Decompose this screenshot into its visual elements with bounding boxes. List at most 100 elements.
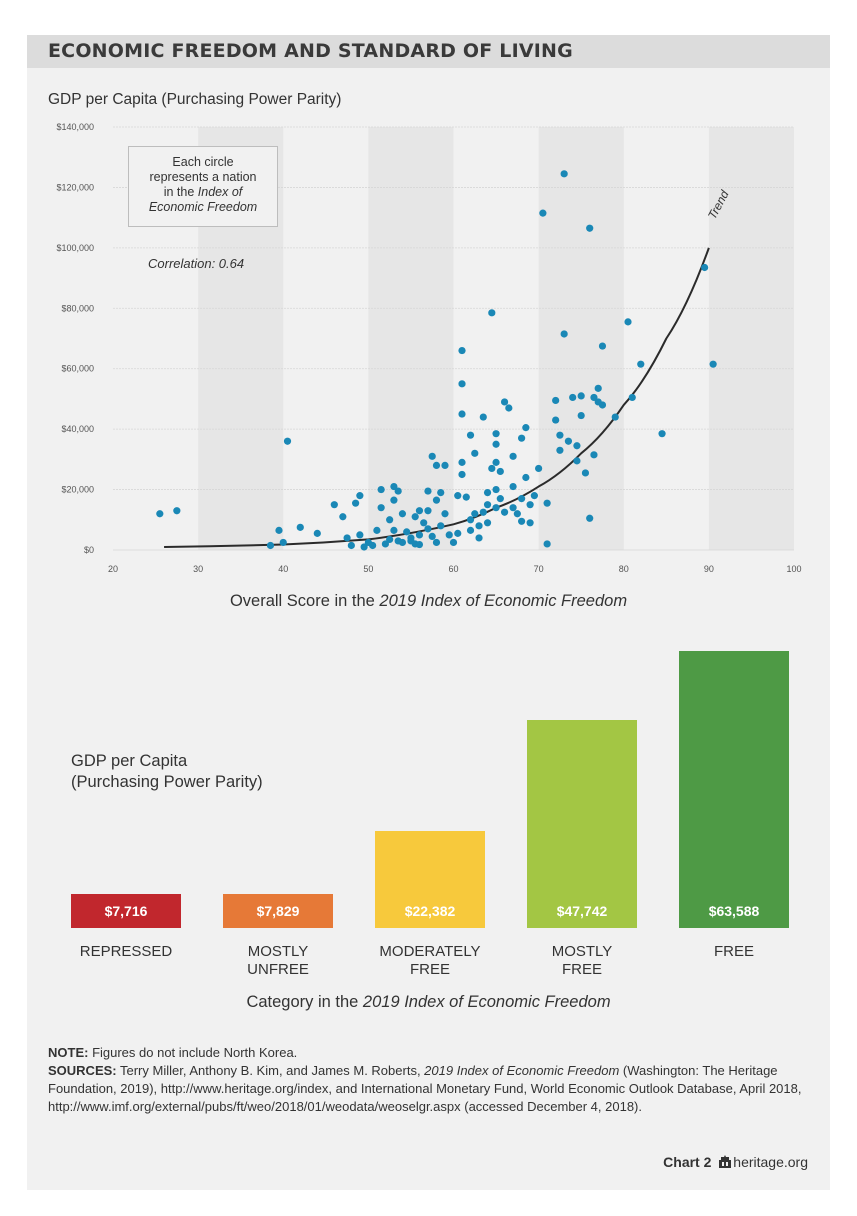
data-point bbox=[530, 492, 538, 500]
bar-value-label: $63,588 bbox=[708, 903, 760, 919]
sources-text-1: Terry Miller, Anthony B. Kim, and James … bbox=[116, 1063, 425, 1078]
bar-x-title-italic: 2019 Index of Economic Freedom bbox=[362, 993, 611, 1011]
data-point bbox=[424, 525, 432, 533]
bar-mostly-free: $47,742 bbox=[527, 720, 637, 928]
data-point bbox=[543, 540, 551, 548]
data-point bbox=[479, 413, 487, 421]
data-point bbox=[628, 393, 636, 402]
x-tick-label: 70 bbox=[534, 564, 544, 574]
data-point bbox=[590, 393, 598, 402]
data-point bbox=[437, 488, 445, 497]
category-label: MODERATELY FREE bbox=[379, 943, 481, 978]
data-point bbox=[339, 513, 347, 521]
data-point bbox=[432, 496, 441, 504]
data-point bbox=[543, 499, 551, 507]
x-tick-label: 50 bbox=[363, 564, 373, 574]
y-tick-label: $80,000 bbox=[61, 303, 94, 313]
data-point bbox=[475, 522, 483, 530]
data-point bbox=[611, 413, 619, 421]
y-tick-label: $60,000 bbox=[61, 364, 94, 374]
data-point bbox=[492, 504, 500, 512]
y-tick-label: $0 bbox=[84, 545, 94, 555]
data-point bbox=[505, 404, 513, 412]
data-point bbox=[458, 458, 466, 466]
data-point bbox=[173, 507, 181, 515]
data-point bbox=[518, 495, 526, 503]
data-point bbox=[488, 464, 496, 473]
data-point bbox=[428, 452, 436, 460]
data-point bbox=[330, 501, 338, 509]
x-tick-label: 100 bbox=[786, 564, 801, 574]
y-tick-label: $140,000 bbox=[56, 122, 94, 132]
data-point bbox=[454, 492, 462, 500]
category-label: FREE bbox=[713, 943, 754, 960]
category-label: MOSTLY FREE bbox=[551, 943, 613, 978]
data-point bbox=[598, 342, 607, 350]
data-point bbox=[594, 384, 602, 392]
data-point bbox=[577, 411, 585, 420]
scatter-x-title-italic: 2019 Index of Economic Freedom bbox=[379, 592, 628, 610]
data-point bbox=[377, 504, 385, 512]
legend-note-box: Each circle represents a nation in the I… bbox=[128, 146, 278, 227]
data-point bbox=[492, 440, 500, 448]
y-tick-label: $20,000 bbox=[61, 485, 94, 495]
data-point bbox=[573, 457, 581, 465]
data-point bbox=[560, 330, 568, 338]
band-70 bbox=[538, 127, 624, 550]
chart-number: Chart 2 bbox=[663, 1154, 712, 1170]
bar-value-label: $7,716 bbox=[104, 902, 148, 919]
data-point bbox=[356, 531, 364, 539]
data-point bbox=[266, 541, 275, 550]
data-point bbox=[526, 501, 534, 509]
bar-x-title-prefix: Category in the bbox=[246, 993, 363, 1011]
bar-value-label: $22,382 bbox=[404, 902, 456, 919]
note-italic-2: Economic Freedom bbox=[148, 200, 258, 214]
x-tick-label: 60 bbox=[448, 564, 458, 574]
data-point bbox=[573, 442, 581, 450]
x-tick-label: 20 bbox=[108, 564, 118, 574]
data-point bbox=[454, 529, 462, 537]
data-point bbox=[156, 510, 164, 518]
bar-value-label: $7,829 bbox=[256, 902, 300, 919]
data-point bbox=[598, 401, 607, 409]
data-point bbox=[466, 526, 475, 534]
data-point bbox=[539, 209, 547, 217]
bar-y-title-line-2: (Purchasing Power Parity) bbox=[71, 773, 263, 791]
y-tick-label: $40,000 bbox=[61, 424, 94, 434]
scatter-plot: $0 $20,000 $40,000 $60,000 $80,000 $100,000 $1… bbox=[56, 122, 801, 574]
bar-repressed: $7,716 bbox=[71, 894, 181, 928]
data-point bbox=[471, 449, 479, 457]
chart-title: ECONOMIC FREEDOM AND STANDARD OF LIVING bbox=[48, 40, 573, 62]
data-point bbox=[347, 541, 355, 550]
data-point bbox=[509, 482, 517, 491]
data-point bbox=[564, 437, 573, 445]
data-point bbox=[658, 430, 666, 438]
site-name: heritage.org bbox=[733, 1154, 808, 1170]
data-point bbox=[432, 461, 441, 469]
data-point bbox=[522, 424, 530, 432]
data-point bbox=[586, 514, 594, 522]
data-point bbox=[432, 538, 441, 547]
note-line-2: represents a nation bbox=[149, 170, 257, 184]
data-point bbox=[488, 309, 496, 317]
sources-italic: 2019 Index of Economic Freedom bbox=[424, 1063, 620, 1078]
data-point bbox=[386, 535, 394, 544]
data-point bbox=[577, 392, 585, 400]
data-point bbox=[377, 485, 385, 494]
data-point bbox=[458, 380, 466, 388]
category-label: REPRESSED bbox=[79, 943, 173, 960]
note-label: NOTE: bbox=[48, 1045, 89, 1060]
data-point bbox=[462, 493, 470, 501]
data-point bbox=[390, 496, 398, 504]
scatter-y-axis-title: GDP per Capita (Purchasing Power Parity) bbox=[48, 91, 342, 108]
data-point bbox=[475, 534, 483, 542]
data-point bbox=[492, 458, 500, 466]
x-tick-label: 90 bbox=[704, 564, 714, 574]
data-point bbox=[492, 430, 500, 438]
category-label: MOSTLY UNFREE bbox=[247, 943, 309, 978]
data-point bbox=[313, 529, 321, 537]
data-point bbox=[390, 526, 398, 534]
data-point bbox=[509, 504, 517, 512]
title-bar: ECONOMIC FREEDOM AND STANDARD OF LIVING bbox=[27, 35, 830, 68]
data-point bbox=[398, 510, 407, 518]
